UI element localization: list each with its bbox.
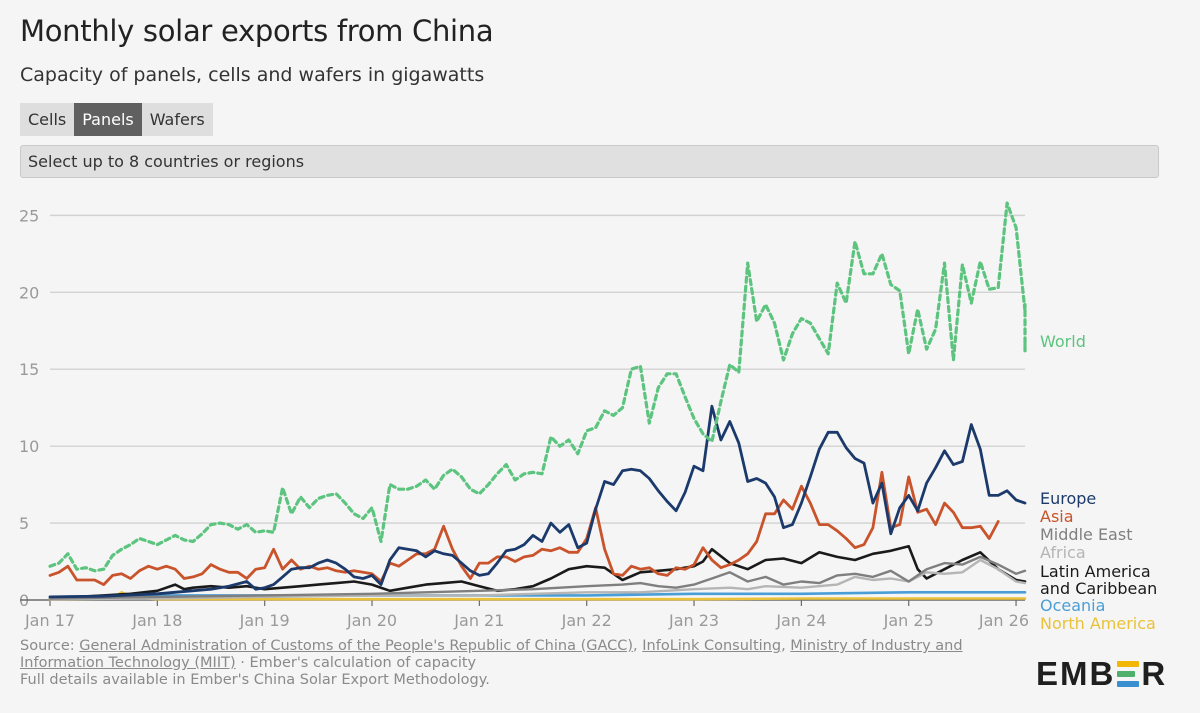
series-line-world[interactable] xyxy=(48,201,1027,573)
series-line-latin-america-and-caribbean[interactable] xyxy=(48,544,1027,600)
product-tabs: Cells Panels Wafers xyxy=(20,103,213,136)
source-link-infolink[interactable]: InfoLink Consulting xyxy=(642,638,782,654)
series-line-asia[interactable] xyxy=(48,470,1000,586)
series-lines xyxy=(48,201,1027,601)
x-tick-label: Jan 18 xyxy=(131,611,182,630)
chart-subtitle: Capacity of panels, cells and wafers in … xyxy=(20,64,485,86)
source-prefix: Source: xyxy=(20,638,80,654)
series-label: World xyxy=(1040,332,1086,351)
series-label: Africa xyxy=(1040,543,1086,562)
x-tick-label: Jan 20 xyxy=(346,611,397,630)
x-tick-label: Jan 26 xyxy=(978,611,1029,630)
source-note: Source: General Administration of Custom… xyxy=(20,638,963,688)
tab-wafers[interactable]: Wafers xyxy=(141,103,213,136)
ember-e-mark-icon xyxy=(1117,661,1140,687)
source-link-miit[interactable]: Ministry of Industry and Information Tec… xyxy=(20,638,963,671)
y-tick-label: 25 xyxy=(19,206,39,225)
gridlines xyxy=(50,214,1025,524)
series-label: Oceania xyxy=(1040,596,1105,615)
x-tick-label: Jan 22 xyxy=(561,611,612,630)
y-tick-label: 15 xyxy=(19,360,39,379)
chart-title: Monthly solar exports from China xyxy=(20,14,494,48)
tab-cells[interactable]: Cells xyxy=(20,103,75,136)
y-tick-label: 20 xyxy=(19,283,39,302)
x-tick-label: Jan 21 xyxy=(453,611,504,630)
source-suffix: · Ember's calculation of capacity xyxy=(235,655,477,671)
y-tick-label: 5 xyxy=(19,514,29,533)
tab-panels[interactable]: Panels xyxy=(74,103,142,136)
methodology-note: Full details available in Ember's China … xyxy=(20,672,490,688)
region-selector[interactable]: Select up to 8 countries or regions xyxy=(20,145,1159,178)
series-label: Europe xyxy=(1040,489,1096,508)
x-tick-label: Jan 23 xyxy=(668,611,719,630)
series-line-africa[interactable] xyxy=(48,558,1027,601)
series-label: Latin America and Caribbean xyxy=(1040,562,1157,598)
series-label: North America xyxy=(1040,614,1156,633)
x-tick-label: Jan 17 xyxy=(24,611,75,630)
source-link-gacc[interactable]: General Administration of Customs of the… xyxy=(79,638,634,654)
x-tick-label: Jan 24 xyxy=(775,611,826,630)
ember-logo: EMB R xyxy=(1036,655,1168,692)
series-label: Asia xyxy=(1040,507,1074,526)
y-tick-label: 10 xyxy=(19,437,39,456)
x-tick-label: Jan 19 xyxy=(239,611,290,630)
series-line-europe[interactable] xyxy=(48,404,1027,599)
series-line-middle-east[interactable] xyxy=(48,555,1027,600)
series-label: Middle East xyxy=(1040,525,1132,544)
x-tick-label: Jan 25 xyxy=(883,611,934,630)
